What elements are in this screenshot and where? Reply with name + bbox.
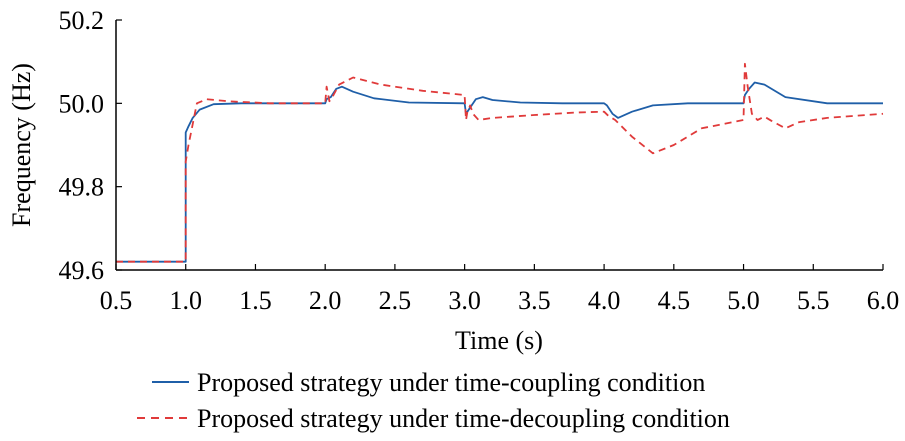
x-axis-label: Time (s) xyxy=(455,326,543,355)
legend: Proposed strategy under time-coupling co… xyxy=(137,368,730,433)
x-tick-label: 2.5 xyxy=(379,286,412,315)
x-tick-label: 4.5 xyxy=(658,286,691,315)
y-ticks: 49.6 49.8 50.0 50.2 xyxy=(59,6,122,285)
x-tick-label: 6.0 xyxy=(867,286,900,315)
x-tick-label: 2.0 xyxy=(309,286,342,315)
y-axis-label: Frequency (Hz) xyxy=(7,63,36,227)
x-tick-label: 5.5 xyxy=(797,286,830,315)
x-tick-label: 3.0 xyxy=(448,286,481,315)
legend-label-time-decoupling: Proposed strategy under time-decoupling … xyxy=(197,404,730,433)
x-ticks: 0.5 1.0 1.5 2.0 2.5 3.0 3.5 4.0 4.5 5.0 5.5 6.0 xyxy=(100,264,900,315)
legend-label-time-coupling: Proposed strategy under time-coupling co… xyxy=(197,368,705,397)
x-tick-label: 1.5 xyxy=(239,286,272,315)
x-tick-label: 4.0 xyxy=(588,286,621,315)
y-tick-label: 50.0 xyxy=(59,89,105,118)
x-tick-label: 5.0 xyxy=(727,286,760,315)
series-line-time-coupling xyxy=(116,81,883,263)
y-tick-label: 50.2 xyxy=(59,6,105,35)
y-tick-label: 49.6 xyxy=(59,256,105,285)
plot-series xyxy=(116,62,884,263)
x-tick-label: 0.5 xyxy=(100,286,133,315)
axes xyxy=(115,20,883,271)
x-tick-label: 1.0 xyxy=(169,286,202,315)
x-tick-label: 3.5 xyxy=(518,286,551,315)
series-line-time-decoupling xyxy=(116,62,884,263)
y-tick-label: 49.8 xyxy=(59,173,105,202)
